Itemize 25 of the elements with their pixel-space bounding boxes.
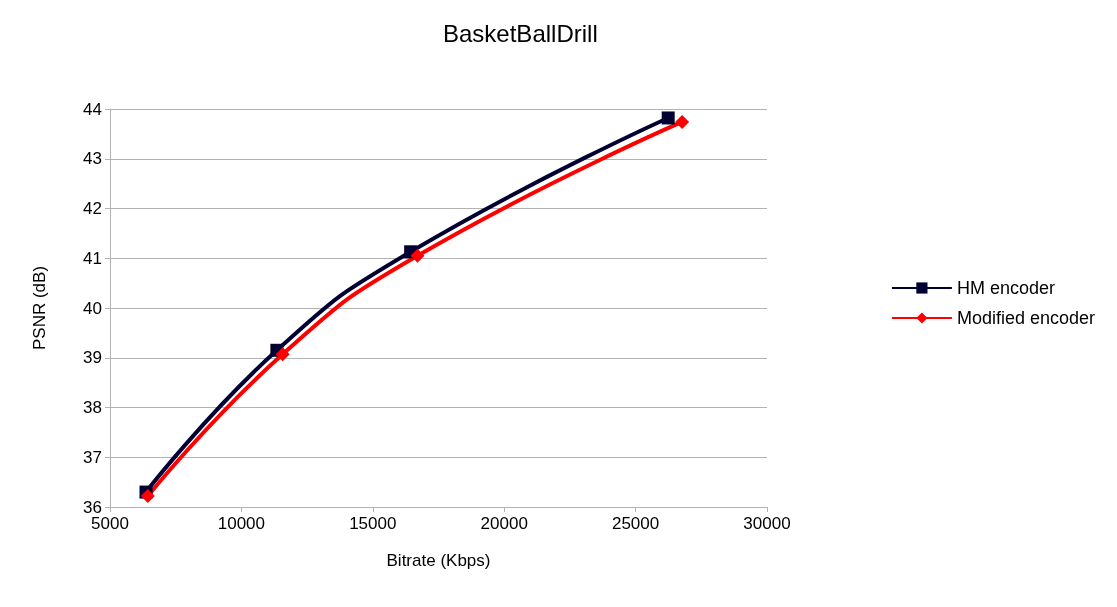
x-axis-title: Bitrate (Kbps) bbox=[386, 551, 491, 570]
point bbox=[275, 347, 290, 362]
point bbox=[410, 248, 425, 263]
legend-label: Modified encoder bbox=[956, 308, 1096, 328]
y-tick-label: 39 bbox=[83, 348, 102, 368]
x-tick-label: 10000 bbox=[217, 514, 266, 533]
chart-title: BasketBallDrill bbox=[443, 19, 598, 47]
y-tick-label: 42 bbox=[83, 199, 102, 218]
y-tick-label: 36 bbox=[83, 497, 102, 517]
y-tick-label: 43 bbox=[83, 149, 102, 169]
y-axis-title: PSNR (dB) bbox=[30, 265, 49, 351]
x-tick-label: 15000 bbox=[349, 514, 397, 533]
x-tick-label: 25000 bbox=[611, 514, 660, 533]
legend-label: HM encoder bbox=[956, 278, 1055, 298]
y-tick-label: 44 bbox=[83, 99, 102, 119]
x-tick-label: 5000 bbox=[91, 514, 129, 533]
point bbox=[140, 489, 155, 504]
point bbox=[675, 114, 690, 129]
y-tick-label: 40 bbox=[83, 298, 102, 318]
x-tick-label: 20000 bbox=[480, 514, 528, 533]
x-tick-label: 30000 bbox=[743, 514, 791, 533]
y-tick-label: 41 bbox=[83, 248, 102, 268]
point bbox=[661, 111, 675, 125]
y-tick-label: 37 bbox=[83, 447, 102, 467]
y-tick-label: 38 bbox=[83, 398, 102, 417]
